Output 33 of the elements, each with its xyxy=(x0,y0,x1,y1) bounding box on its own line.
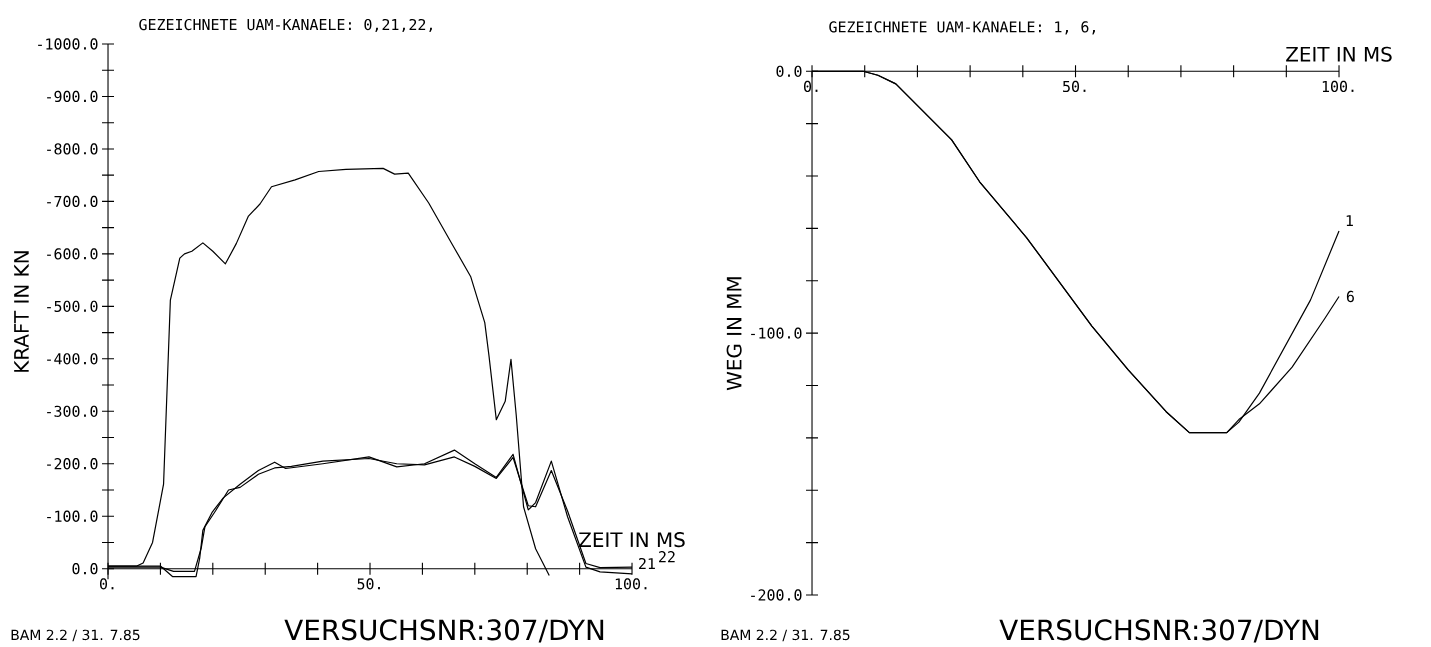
y-tick-label: 0.0 xyxy=(72,563,98,575)
x-axis-title: ZEIT IN MS xyxy=(579,532,685,548)
text: VERSUCHSNR:307/DYN xyxy=(284,619,604,643)
text: BAM 2.2 / 31. 7.85 xyxy=(721,629,850,642)
y-tick-label: -200.0 xyxy=(751,589,802,601)
text: VERSUCHSNR:307/DYN xyxy=(999,619,1319,643)
y-tick-label: -300.0 xyxy=(47,405,98,417)
x-tick-label: 50. xyxy=(1063,80,1086,93)
x-tick-label: 50. xyxy=(357,578,380,590)
y-tick-label: -800.0 xyxy=(47,143,98,155)
y-tick-label: -700.0 xyxy=(47,195,98,208)
y-tick-label: -100.0 xyxy=(751,327,802,339)
series-label: 21 xyxy=(639,557,655,570)
x-tick-label: 0. xyxy=(99,578,114,590)
y-tick-label: -1000.0 xyxy=(38,38,98,50)
chart-title: GEZEICHNETE UAM-KANAELE: 1, 6, xyxy=(829,21,1095,35)
series-label: 6 xyxy=(1346,290,1354,303)
series-label: 1 xyxy=(1346,215,1353,227)
x-tick-label: 100. xyxy=(1322,80,1354,93)
y-axis-title: KRAFT IN KN xyxy=(14,251,29,372)
y-tick-label: -900.0 xyxy=(47,90,98,103)
y-tick-label: -200.0 xyxy=(47,458,98,470)
y-tick-label: -100.0 xyxy=(47,510,98,522)
x-axis-title: ZEIT IN MS xyxy=(1286,46,1392,62)
y-tick-label: -500.0 xyxy=(47,300,98,312)
x-tick-label: 100. xyxy=(615,578,647,590)
y-axis-title: WEG IN MM xyxy=(726,277,742,391)
series-label: 22 xyxy=(659,551,675,563)
chart-title: GEZEICHNETE UAM-KANAELE: 0,21,22, xyxy=(139,18,432,33)
y-tick-label: -400.0 xyxy=(47,353,98,365)
text: BAM 2.2 / 31. 7.85 xyxy=(11,629,140,642)
y-tick-label: -600.0 xyxy=(47,248,98,260)
y-tick-label: 0.0 xyxy=(776,65,802,77)
